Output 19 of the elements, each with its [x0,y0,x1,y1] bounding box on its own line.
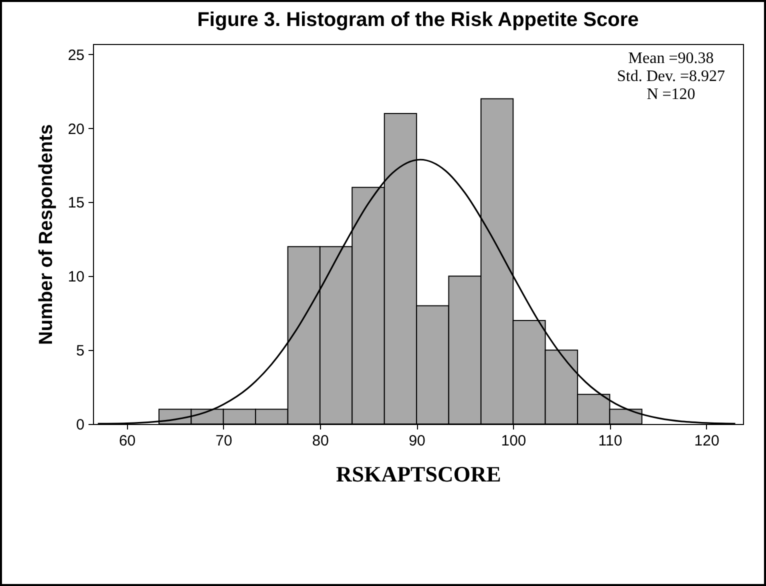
chart-title: Figure 3. Histogram of the Risk Appetite Score [197,9,639,31]
y-tick-label: 20 [68,120,84,138]
y-tick-label: 10 [68,268,84,286]
y-tick-label: 25 [68,46,84,64]
x-tick-label: 70 [216,432,232,450]
y-axis-title: Number of Respondents [36,124,57,345]
annotation: Std. Dev. =8.927 [617,68,725,85]
x-axis-title: RSKAPTSCORE [336,462,502,486]
x-tick-label: 110 [598,432,622,450]
y-tick-label: 0 [76,416,84,434]
x-tick-label: 90 [408,432,426,450]
x-tick-label: 60 [118,432,136,450]
x-tick-label: 80 [312,432,329,450]
x-tick-label: 100 [501,432,526,450]
y-tick-label: 5 [76,342,84,360]
annotation: Mean =90.38 [628,50,714,67]
annotation: N =120 [646,86,696,103]
x-tick-label: 120 [694,432,720,450]
y-tick-label: 15 [68,194,84,212]
